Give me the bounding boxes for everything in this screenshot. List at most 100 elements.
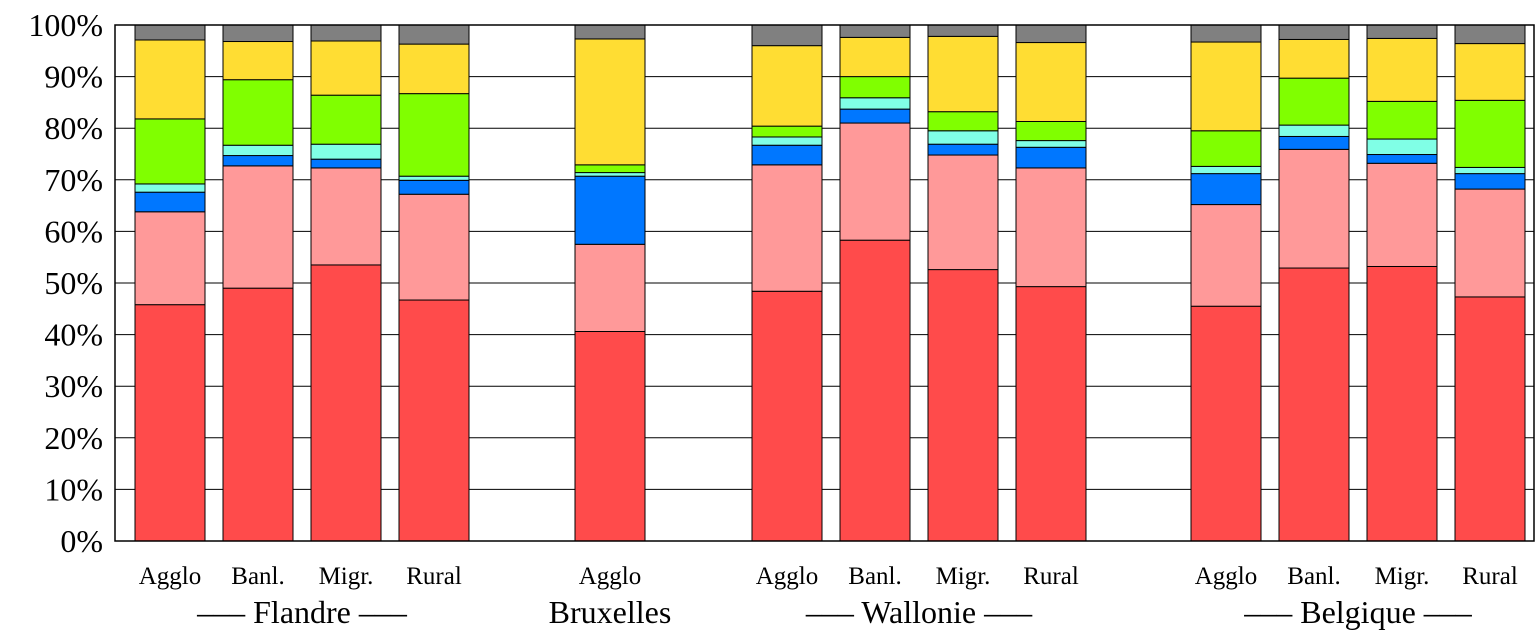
bar-segment <box>574 24 646 40</box>
bar-segment <box>1015 42 1087 122</box>
bar-segment <box>1278 38 1350 79</box>
bar-segment <box>398 299 470 542</box>
bar-segment <box>927 24 999 37</box>
bar-segment <box>839 239 911 542</box>
bar-segment <box>1190 165 1262 175</box>
bar-segment <box>927 154 999 271</box>
bar-segment <box>310 167 382 266</box>
group-label: ––– Wallonie ––– <box>805 594 1033 630</box>
bar-segment <box>1015 146 1087 169</box>
bar-segment <box>751 24 823 47</box>
bar-segment <box>1366 138 1438 156</box>
bar-segment <box>1366 154 1438 164</box>
bar-segment <box>1454 99 1526 168</box>
bar-segment <box>751 144 823 166</box>
bar-segment <box>1366 162 1438 267</box>
bar-segment <box>1278 148 1350 269</box>
bar-segment <box>1015 167 1087 288</box>
bar-segment <box>1190 24 1262 43</box>
y-tick-label: 60% <box>44 213 103 249</box>
bar-segment <box>1454 296 1526 542</box>
category-label: Agglo <box>579 563 642 590</box>
bar-segment <box>574 164 646 174</box>
group-labels: ––– Flandre ––– Bruxelles ––– Wallonie –––… <box>196 594 1473 630</box>
bar-segment <box>398 93 470 177</box>
bar-segment <box>1015 120 1087 142</box>
category-label: Agglo <box>139 563 202 590</box>
bar-segment <box>1190 204 1262 307</box>
y-tick-label: 0% <box>60 523 103 559</box>
bar-segment <box>1278 77 1350 126</box>
category-label: Agglo <box>1195 563 1258 590</box>
bar-segment <box>751 45 823 127</box>
y-tick-label: 20% <box>44 420 103 456</box>
bar-segment <box>310 143 382 160</box>
bar-segment <box>927 130 999 145</box>
bar-segment <box>927 143 999 156</box>
bar-segment <box>751 136 823 146</box>
bar-segment <box>751 125 823 138</box>
category-label: Banl. <box>231 563 284 590</box>
bar-segment <box>1454 166 1526 175</box>
bar-segment <box>310 264 382 542</box>
bar-segment <box>927 35 999 113</box>
bar-segment <box>1015 140 1087 148</box>
category-label: Agglo <box>756 563 819 590</box>
group-label: Bruxelles <box>549 594 672 630</box>
bar-segment <box>398 179 470 195</box>
bar-segment <box>839 108 911 124</box>
bar-segment <box>310 158 382 169</box>
bar-segment <box>1454 24 1526 45</box>
bar-segment <box>1454 188 1526 298</box>
y-tick-label: 30% <box>44 368 103 404</box>
category-label: Banl. <box>848 563 901 590</box>
y-tick-label: 10% <box>44 471 103 507</box>
bars <box>134 24 1526 542</box>
bar-segment <box>1278 124 1350 137</box>
bar-segment <box>134 118 206 185</box>
bar-segment <box>1278 24 1350 40</box>
bar-segment <box>222 24 294 43</box>
plot-frame <box>114 24 1535 542</box>
bar-segment <box>1366 37 1438 102</box>
group-label: ––– Belgique ––– <box>1243 594 1473 630</box>
bar-segment <box>310 94 382 145</box>
group-label: ––– Flandre ––– <box>196 594 408 630</box>
y-tick-label: 90% <box>44 59 103 95</box>
bar-segment <box>839 97 911 110</box>
bar-segment <box>222 144 294 157</box>
bar-segment <box>751 164 823 292</box>
bar-segment <box>134 304 206 542</box>
bar-segment <box>1190 173 1262 206</box>
bar-segment <box>134 39 206 120</box>
bar-segment <box>398 24 470 45</box>
bar-segment <box>839 24 911 38</box>
bar-segment <box>927 111 999 132</box>
bar-segment <box>134 24 206 41</box>
y-tick-label: 70% <box>44 162 103 198</box>
bar-segment <box>1454 43 1526 101</box>
bar-segment <box>222 79 294 146</box>
y-tick-label: 80% <box>44 110 103 146</box>
category-label: Rural <box>1462 563 1518 590</box>
bar-segment <box>839 122 911 241</box>
bar-segment <box>574 175 646 245</box>
bar-segment <box>751 290 823 542</box>
bar-segment <box>310 24 382 42</box>
bar-segment <box>222 287 294 542</box>
bar-segment <box>1190 130 1262 167</box>
bar-segment <box>1190 305 1262 542</box>
category-label: Rural <box>406 563 462 590</box>
bar-segment <box>398 175 470 181</box>
bar-segment <box>574 243 646 333</box>
bar-segment <box>222 41 294 81</box>
bar-segment <box>574 172 646 177</box>
bar-segment <box>398 43 470 95</box>
bar-segment <box>1190 41 1262 132</box>
bar-segment <box>574 38 646 166</box>
bar-segment <box>310 40 382 96</box>
bar-segment <box>839 36 911 78</box>
category-label: Migr. <box>936 563 991 590</box>
category-labels: Agglo Banl. Migr. Rural Agglo Agglo Banl. Migr.… <box>139 563 1518 590</box>
